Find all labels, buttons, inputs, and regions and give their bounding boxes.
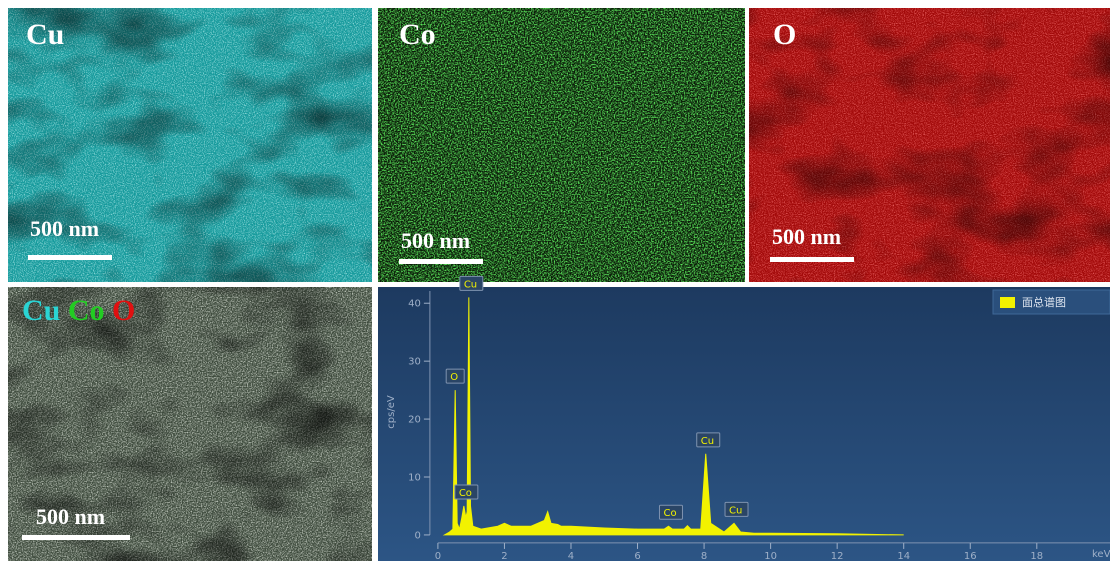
scale-label: 500 nm: [30, 216, 99, 241]
map-label: Co: [399, 18, 436, 51]
y-axis-label: cps/eV: [386, 395, 397, 429]
o-map: O 500 nm: [749, 8, 1110, 282]
scale-bar: [770, 257, 854, 262]
y-tick-label: 40: [408, 299, 421, 310]
legend-swatch: [1000, 297, 1015, 308]
cu-map: Cu 500 nm: [8, 8, 372, 282]
peak-label: Co: [663, 508, 676, 519]
y-tick-label: 0: [415, 530, 421, 541]
scale-label: 500 nm: [401, 228, 470, 253]
eds-spectrum: 面总谱图 cps/eV keV 0 10 20 30 40 0 2 4 6 8 10 12 14 16 18…: [378, 276, 1110, 562]
scale-bar: [399, 259, 483, 264]
co-map: Co 500 nm: [378, 8, 745, 282]
scale-bar: [28, 255, 112, 260]
x-tick-label: 6: [634, 551, 640, 562]
element-label: O: [112, 294, 135, 327]
x-tick-label: 14: [897, 551, 910, 562]
x-tick-label: 8: [701, 551, 707, 562]
x-tick-label: 18: [1030, 551, 1043, 562]
peak-label: Co: [459, 488, 472, 499]
x-axis-label: keV: [1092, 549, 1110, 560]
element-label: Cu: [22, 294, 60, 327]
scale-label: 500 nm: [36, 504, 105, 529]
y-tick-label: 20: [408, 415, 421, 426]
map-label: Cu: [26, 18, 64, 51]
y-tick-label: 30: [408, 357, 421, 368]
peak-label: Cu: [729, 505, 742, 516]
legend-label: 面总谱图: [1022, 295, 1066, 309]
x-tick-label: 2: [501, 551, 507, 562]
x-tick-label: 0: [435, 551, 441, 562]
x-tick-label: 10: [764, 551, 777, 562]
peak-label: O: [450, 372, 458, 383]
overlay-map: Cu Co O 500 nm: [8, 287, 372, 561]
scale-bar: [22, 535, 130, 540]
peak-label: Cu: [701, 436, 714, 447]
x-tick-label: 4: [568, 551, 574, 562]
scale-label: 500 nm: [772, 224, 841, 249]
y-tick-label: 10: [408, 473, 421, 484]
figure: Cu 500 nm Co 500 nm O 500 nm Cu Co O 500…: [0, 0, 1110, 563]
x-tick-label: 12: [831, 551, 844, 562]
element-label: Co: [68, 294, 105, 327]
overlay-labels: Cu Co O: [22, 294, 135, 327]
x-tick-label: 16: [964, 551, 977, 562]
map-label: O: [773, 18, 796, 51]
peak-label: Cu: [464, 279, 477, 290]
